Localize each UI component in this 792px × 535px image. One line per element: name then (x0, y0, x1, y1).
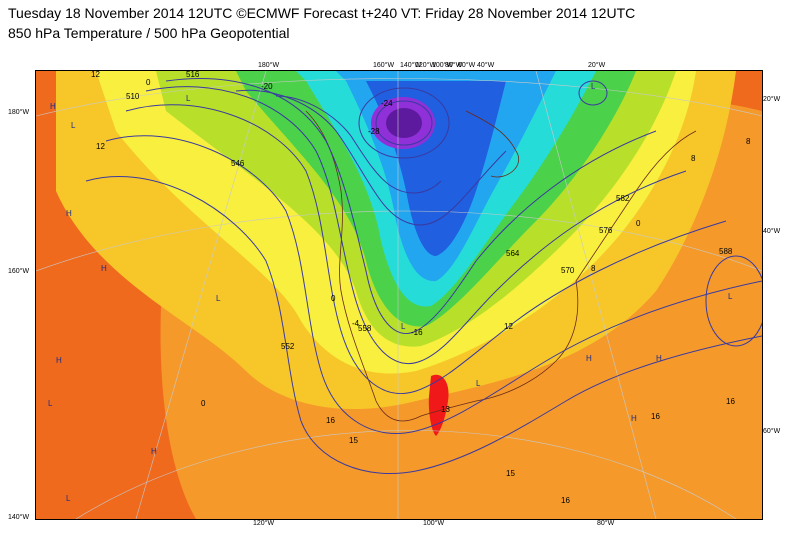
high-marker: H (586, 354, 592, 363)
geopotential-contours (85, 78, 762, 475)
temp-label: -20 (261, 82, 273, 91)
temp-label: 13 (441, 405, 450, 414)
chart-title: Tuesday 18 November 2014 12UTC ©ECMWF Fo… (8, 5, 636, 21)
temp-label: 16 (326, 416, 335, 425)
bottom-label-100w: 100°W (423, 520, 445, 527)
geopotential-label: 510 (126, 92, 140, 101)
field-deep-purple (386, 108, 422, 138)
high-marker: H (101, 264, 107, 273)
temp-label: 0 (331, 294, 336, 303)
top-label-100w: 100°W (432, 62, 454, 69)
temp-label: 0 (636, 219, 641, 228)
right-label-40w: 40°W (763, 228, 781, 235)
pressure-centres: H H H H H H L L L L L L L L L H H (48, 82, 733, 503)
temp-label: -28 (368, 127, 380, 136)
top-label-140w: 140°W (400, 62, 422, 69)
temp-label: 15 (349, 436, 358, 445)
temp-label: 12 (504, 322, 513, 331)
temp-label: 12 (91, 71, 100, 79)
low-marker: L (476, 379, 481, 388)
temp-label: 0 (201, 399, 206, 408)
top-label-20w: 20°W (588, 62, 606, 69)
top-label-160w: 160°W (373, 62, 395, 69)
high-marker: H (50, 102, 56, 111)
left-label-140w: 140°W (8, 514, 30, 521)
geopotential-label: 546 (231, 159, 245, 168)
geopotential-label: 558 (358, 324, 372, 333)
low-marker: L (186, 94, 191, 103)
temp-label: 0 (146, 78, 151, 87)
top-label-120w: 120°W (415, 62, 437, 69)
coastlines (305, 110, 697, 422)
temp-label: -16 (411, 328, 423, 337)
temp-label: 16 (726, 397, 735, 406)
low-marker: L (216, 294, 221, 303)
top-label-80w: 80°W (445, 62, 463, 69)
temp-label: -4 (352, 319, 360, 328)
low-marker: L (71, 121, 76, 130)
high-marker: H (656, 354, 662, 363)
temp-label: 8 (691, 154, 696, 163)
forecast-map: 12 0 12 0 16 15 15 16 16 16 8 0 8 8 12 1… (35, 70, 763, 520)
temp-label: 15 (506, 469, 515, 478)
temperature-labels: 12 0 12 0 16 15 15 16 16 16 8 0 8 8 12 1… (91, 71, 751, 505)
high-marker: H (151, 447, 157, 456)
low-marker: L (48, 399, 53, 408)
low-marker: L (66, 494, 71, 503)
high-marker: H (631, 414, 637, 423)
top-label-60w: 60°W (458, 62, 476, 69)
low-marker: L (401, 322, 406, 331)
graticule (36, 71, 762, 519)
geopotential-label: 552 (281, 342, 295, 351)
chart-subtitle: 850 hPa Temperature / 500 hPa Geopotenti… (8, 25, 290, 41)
high-marker: H (66, 209, 72, 218)
geopotential-label: 516 (186, 71, 200, 79)
geopotential-label: 576 (599, 226, 613, 235)
temp-label: 12 (96, 142, 105, 151)
left-label-160w: 160°W (8, 268, 30, 275)
geopotential-label: 564 (506, 249, 520, 258)
low-marker: L (728, 292, 733, 301)
geopotential-label: 570 (561, 266, 575, 275)
geopotential-label: 582 (616, 194, 630, 203)
bottom-label-80w: 80°W (597, 520, 615, 527)
geopotential-label: 588 (719, 247, 733, 256)
high-marker: H (56, 356, 62, 365)
right-label-20w: 20°W (763, 96, 781, 103)
temp-label: -24 (381, 99, 393, 108)
temp-label: 16 (651, 412, 660, 421)
low-marker: L (591, 82, 596, 91)
top-label-40w: 40°W (477, 62, 495, 69)
temp-label: 8 (591, 264, 596, 273)
bottom-label-120w: 120°W (253, 520, 275, 527)
temp-label: 16 (561, 496, 570, 505)
top-label-180w: 180°W (258, 62, 280, 69)
left-label-180w: 180°W (8, 109, 30, 116)
geopotential-labels: 546 510 516 552 558 564 570 576 582 588 (126, 71, 733, 351)
temp-label: 8 (746, 137, 751, 146)
right-label-60w: 60°W (763, 428, 781, 435)
